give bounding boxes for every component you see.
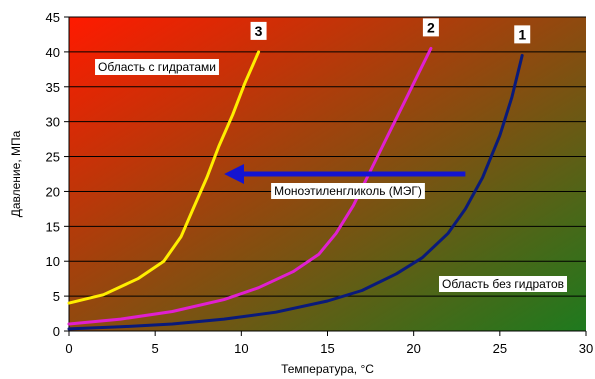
series-label-2: 2 <box>427 19 435 35</box>
x-tick-label: 5 <box>152 341 159 356</box>
x-tick-label: 25 <box>493 341 507 356</box>
x-tick-label: 0 <box>65 341 72 356</box>
grid <box>69 16 586 332</box>
series-label-3: 3 <box>255 23 263 39</box>
x-tick-label: 20 <box>406 341 420 356</box>
x-tick-label: 15 <box>320 341 334 356</box>
series-label-box-3 <box>250 21 267 40</box>
axes: 0 5 10 15 20 25 30 35 40 45 0 5 10 15 20 25 30 <box>46 10 594 356</box>
series-line-3 <box>67 50 261 305</box>
hydrate-region-label-text: Область с гидратами <box>98 60 216 74</box>
y-tick-label: 20 <box>46 184 60 199</box>
x-axis-title: Температура, °C <box>281 362 374 376</box>
y-tick-label: 0 <box>53 324 60 339</box>
inhibitor-label-text: Моноэтиленгликоль (МЭГ) <box>274 184 422 198</box>
y-tick-label: 30 <box>46 115 60 130</box>
inhibitor-label: Моноэтиленгликоль (МЭГ) <box>271 183 425 199</box>
annotations: Область с гидратами Область без гидратов М… <box>95 59 567 292</box>
y-tick-label: 45 <box>46 10 60 25</box>
series-line-2 <box>67 46 433 326</box>
series: 1 2 3 <box>67 18 531 331</box>
no-hydrate-region-label-text: Область без гидратов <box>442 277 564 291</box>
x-tick-label: 30 <box>579 341 593 356</box>
y-tick-label: 15 <box>46 219 60 234</box>
series-line-1 <box>67 53 524 331</box>
hydrate-region-label: Область с гидратами <box>95 59 219 75</box>
y-tick-label: 10 <box>46 254 60 269</box>
y-tick-label: 25 <box>46 150 60 165</box>
x-tick-label: 10 <box>234 341 248 356</box>
y-tick-label: 35 <box>46 80 60 95</box>
y-axis-title: Давление, МПа <box>9 130 23 217</box>
series-label-box-1 <box>514 25 531 44</box>
series-label-1: 1 <box>518 26 526 42</box>
y-tick-label: 40 <box>46 45 60 60</box>
y-tick-label: 5 <box>53 289 60 304</box>
no-hydrate-region-label: Область без гидратов <box>439 276 567 292</box>
series-label-box-2 <box>422 18 439 37</box>
